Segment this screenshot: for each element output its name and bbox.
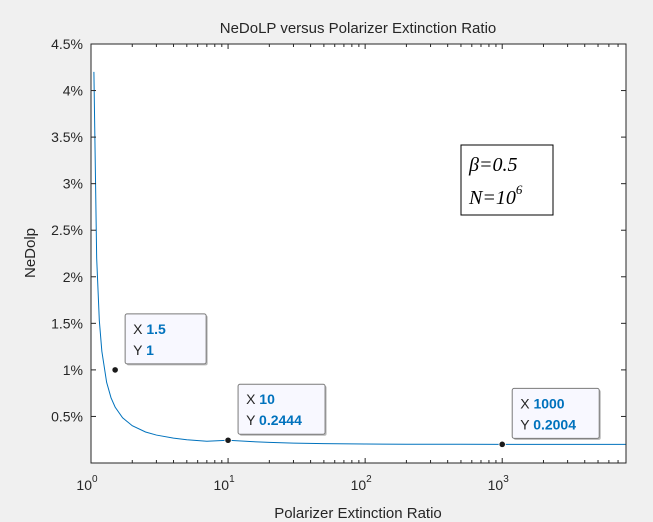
y-tick-label: 1.5%	[51, 315, 83, 331]
datatip[interactable]: X 1000 Y 0.2004	[498, 387, 601, 448]
annotation-n-base: N=10	[468, 187, 516, 209]
annotation-n-exp: 6	[516, 182, 523, 197]
x-tick-label: 100	[76, 474, 98, 493]
plot-area	[93, 71, 627, 445]
series-line	[93, 71, 627, 445]
y-tick-label: 3.5%	[51, 129, 83, 145]
datatip-marker[interactable]	[224, 436, 232, 444]
datatip[interactable]: X 10 Y 0.2444	[224, 383, 327, 444]
y-tick-label: 2.5%	[51, 222, 83, 238]
datatip-y-row: Y 1	[133, 342, 154, 358]
datatip-marker[interactable]	[111, 366, 119, 374]
datatip-box	[124, 313, 207, 365]
annotation-beta: β=0.5	[468, 154, 517, 176]
x-tick-label: 101	[214, 474, 236, 493]
parameter-annotation: β=0.5 N=106	[460, 144, 554, 216]
x-axis-label: Polarizer Extinction Ratio	[274, 505, 442, 522]
datatip-x-row: X 1000	[520, 395, 565, 411]
annotation-box	[460, 144, 554, 216]
y-tick-label: 4%	[63, 83, 83, 99]
y-tick-label: 2%	[63, 269, 83, 285]
datatips: X 1.5 Y 1 X 10 Y 0.2444 X 1000 Y 0.2004	[111, 313, 601, 448]
datatip-y-row: Y 0.2004	[520, 416, 576, 432]
y-tick-label: 0.5%	[51, 408, 83, 424]
x-tick-label: 103	[488, 474, 510, 493]
datatip-x-row: X 10	[246, 391, 275, 407]
x-tick-label: 102	[351, 474, 373, 493]
y-tick-label: 3%	[63, 176, 83, 192]
datatip-y-row: Y 0.2444	[246, 412, 302, 428]
y-axis-label: NeDolp	[22, 228, 39, 278]
x-axis: 100 101 102 103	[76, 44, 627, 493]
annotation-n: N=106	[468, 182, 523, 209]
datatip-box	[511, 387, 600, 439]
datatip-marker[interactable]	[498, 440, 506, 448]
y-tick-label: 4.5%	[51, 36, 83, 52]
datatip-x-row: X 1.5	[133, 321, 166, 337]
y-axis: 0.5% 1% 1.5% 2% 2.5% 3% 3.5% 4% 4.5%	[51, 36, 626, 424]
chart-title: NeDoLP versus Polarizer Extinction Ratio	[220, 20, 497, 37]
y-tick-label: 1%	[63, 362, 83, 378]
datatip[interactable]: X 1.5 Y 1	[111, 313, 208, 374]
datatip-box	[237, 383, 326, 435]
